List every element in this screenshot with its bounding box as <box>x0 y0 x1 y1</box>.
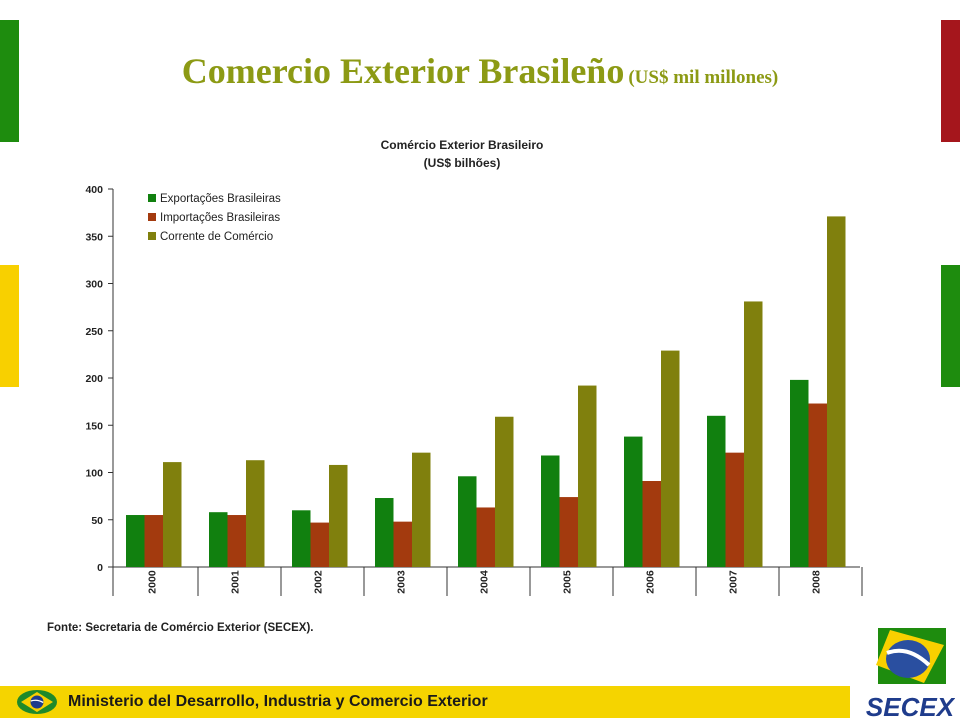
bar-corrente-2008 <box>827 216 846 567</box>
bar-exportacoes-2000 <box>126 515 145 567</box>
x-tick-label: 2006 <box>644 570 656 594</box>
left-yellow-stripe <box>0 265 19 387</box>
bar-importacoes-2001 <box>227 515 246 567</box>
footer-band: Ministerio del Desarrollo, Industria y C… <box>0 686 850 718</box>
bar-corrente-2005 <box>578 385 597 567</box>
legend-swatch <box>148 194 156 202</box>
y-tick-label: 200 <box>85 373 103 385</box>
slide-title: Comercio Exterior Brasileño (US$ mil mil… <box>0 50 960 92</box>
slide-title-unit: (US$ mil millones) <box>628 67 779 88</box>
y-tick-label: 100 <box>85 468 103 480</box>
y-tick-label: 250 <box>85 326 103 338</box>
bar-corrente-2001 <box>246 460 265 567</box>
bar-importacoes-2000 <box>144 515 163 567</box>
bar-importacoes-2008 <box>808 403 827 567</box>
x-tick-label: 2005 <box>561 570 573 594</box>
bar-exportacoes-2006 <box>624 436 643 567</box>
legend-swatch <box>148 213 156 221</box>
bar-exportacoes-2001 <box>209 512 228 567</box>
bar-exportacoes-2008 <box>790 379 809 567</box>
legend-label: Corrente de Comércio <box>160 231 273 243</box>
x-tick-label: 2007 <box>727 570 739 594</box>
y-tick-label: 300 <box>85 279 103 291</box>
bar-corrente-2004 <box>495 416 514 567</box>
secex-logo: SECEX <box>866 628 955 720</box>
y-tick-label: 400 <box>85 184 103 196</box>
chart-legend: Exportações Brasileiras Importações Brasi… <box>148 193 281 243</box>
right-red-stripe <box>941 20 960 142</box>
legend-label: Importações Brasileiras <box>160 212 280 224</box>
bar-importacoes-2002 <box>310 522 329 567</box>
chart-subtitle: (US$ bilhões) <box>424 156 501 170</box>
legend-label: Exportações Brasileiras <box>160 193 281 205</box>
x-tick-label: 2001 <box>229 570 241 594</box>
x-tick-label: 2002 <box>312 570 324 594</box>
y-tick-label: 50 <box>91 515 103 527</box>
x-tick-label: 2008 <box>810 570 822 594</box>
bar-importacoes-2006 <box>642 481 661 567</box>
source-note: Fonte: Secretaria de Comércio Exterior (… <box>47 622 314 634</box>
chart-title: Comércio Exterior Brasileiro <box>381 138 544 152</box>
bar-corrente-2003 <box>412 452 431 567</box>
x-tick-label: 2003 <box>395 570 407 594</box>
bar-exportacoes-2005 <box>541 455 560 567</box>
brazil-flag-icon <box>17 690 57 714</box>
y-tick-label: 150 <box>85 420 103 432</box>
bar-exportacoes-2007 <box>707 415 726 567</box>
y-tick-label: 0 <box>97 562 103 574</box>
bar-exportacoes-2003 <box>375 498 394 567</box>
bar-corrente-2006 <box>661 350 680 567</box>
bar-exportacoes-2004 <box>458 476 477 567</box>
bar-importacoes-2005 <box>559 497 578 567</box>
slide-title-main: Comercio Exterior Brasileño <box>181 51 625 91</box>
right-green-stripe <box>941 265 960 387</box>
bar-corrente-2002 <box>329 464 348 567</box>
logo-text: SECEX <box>866 692 955 720</box>
bar-corrente-2000 <box>163 462 182 567</box>
bar-exportacoes-2002 <box>292 510 311 567</box>
x-tick-label: 2000 <box>146 570 158 594</box>
left-green-stripe <box>0 20 19 142</box>
legend-swatch <box>148 232 156 240</box>
bar-importacoes-2007 <box>725 452 744 567</box>
plot-area: 0 50 100 150 200 250 300 350 400 2000 2001 2002 2003… <box>85 184 863 596</box>
y-tick-label: 350 <box>85 231 103 243</box>
x-tick-label: 2004 <box>478 570 490 594</box>
bar-importacoes-2003 <box>393 521 412 567</box>
footer-text: Ministerio del Desarrollo, Industria y C… <box>68 693 488 710</box>
bar-importacoes-2004 <box>476 507 495 567</box>
bar-corrente-2007 <box>744 301 763 567</box>
